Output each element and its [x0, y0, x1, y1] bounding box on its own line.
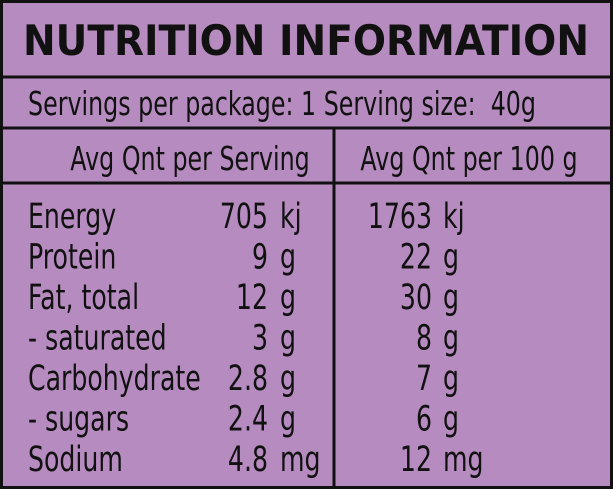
text-layer: NUTRITION INFORMATION Servings per packag…: [23, 16, 589, 480]
per-100g-value: 8: [416, 319, 432, 359]
column-header: Avg Qnt per 100 g: [360, 139, 577, 178]
servings: Servings per package: 1 Serving size: 40…: [28, 84, 536, 123]
nutrient-name: Protein: [28, 238, 116, 278]
per-100g-value: 12: [400, 440, 432, 480]
column-header: Avg Qnt per Serving: [70, 139, 309, 178]
per-serving-value: 3: [252, 319, 268, 359]
per-100g-unit: g: [443, 359, 459, 399]
per-100g-unit: g: [443, 319, 459, 359]
per-100g-value: 22: [400, 238, 432, 278]
nutrient-name: - sugars: [28, 400, 129, 440]
per-serving-value: 705: [220, 197, 268, 237]
per-100g-value: 1763: [368, 197, 432, 237]
per-100g-unit: mg: [443, 440, 484, 480]
per-100g-value: 7: [416, 359, 432, 399]
per-serving-value: 12: [236, 278, 268, 318]
per-serving-value: 2.4: [228, 400, 268, 440]
per-serving-unit: g: [280, 278, 296, 318]
per-100g-value: 6: [416, 400, 432, 440]
per-serving-unit: g: [280, 359, 296, 399]
nutrient-name: Sodium: [28, 440, 123, 480]
per-serving-unit: g: [280, 238, 296, 278]
title: NUTRITION INFORMATION: [23, 16, 589, 65]
per-100g-unit: g: [443, 238, 459, 278]
nutrient-name: Fat, total: [28, 278, 139, 318]
per-100g-unit: g: [443, 400, 459, 440]
per-serving-unit: mg: [280, 440, 321, 480]
per-serving-unit: g: [280, 400, 296, 440]
per-serving-unit: kj: [280, 197, 302, 237]
nutrient-name: Energy: [28, 197, 116, 237]
per-100g-value: 30: [400, 278, 432, 318]
nutrient-name: - saturated: [28, 319, 167, 359]
per-serving-value: 9: [252, 238, 268, 278]
per-serving-value: 2.8: [228, 359, 268, 399]
per-serving-value: 4.8: [228, 440, 268, 480]
per-100g-unit: kj: [443, 197, 465, 237]
per-serving-unit: g: [280, 319, 296, 359]
nutrient-name: Carbohydrate: [28, 359, 201, 399]
per-100g-unit: g: [443, 278, 459, 318]
